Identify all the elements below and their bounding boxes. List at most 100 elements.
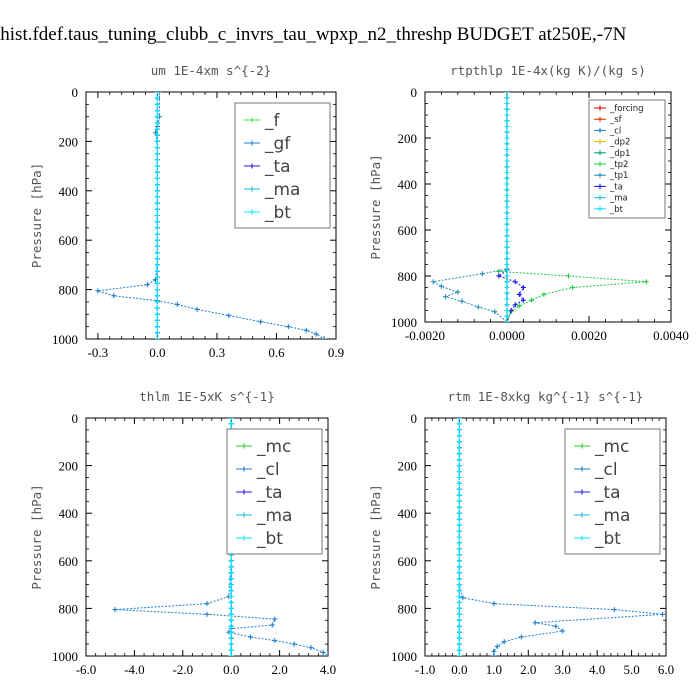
- series-point: [560, 628, 566, 634]
- legend-marker: [249, 209, 255, 215]
- series-point: [456, 439, 462, 445]
- series-point: [504, 221, 510, 227]
- x-tick-label: 0.0000: [489, 328, 525, 343]
- y-tick-label: 0: [72, 85, 79, 100]
- series-point: [566, 273, 571, 279]
- series-point: [194, 306, 200, 312]
- series-point: [456, 605, 462, 611]
- series-point: [456, 588, 462, 594]
- series-point: [504, 124, 510, 129]
- legend-entry: _gf: [244, 134, 291, 154]
- series-bt: [154, 92, 160, 339]
- series-point: [228, 629, 234, 635]
- plot-area: [95, 92, 327, 339]
- series-point: [456, 653, 462, 656]
- legend: _f _gf _ta _ma _bt: [234, 102, 331, 229]
- legend-entry: _ta: [594, 182, 623, 192]
- series-point: [504, 175, 510, 181]
- series-point: [512, 302, 518, 308]
- series-point: [504, 187, 510, 193]
- series-point: [154, 268, 160, 274]
- legend-marker: [597, 150, 603, 156]
- y-tick-label: 800: [59, 601, 79, 616]
- legend-label: _sf: [609, 115, 623, 125]
- series-point: [228, 605, 234, 611]
- series-point: [504, 135, 510, 141]
- series-point: [308, 645, 314, 651]
- legend-entry: _mc: [236, 437, 291, 457]
- legend-marker: [579, 489, 585, 495]
- series-bt: [456, 418, 462, 656]
- y-tick-label: 400: [59, 184, 79, 199]
- series-point: [611, 607, 617, 613]
- legend-entry: _dp2: [594, 138, 630, 148]
- series-point: [154, 206, 160, 212]
- series-point: [504, 313, 510, 319]
- series-point: [228, 570, 234, 576]
- y-tick-label: 600: [398, 554, 418, 569]
- legend-label: _dp1: [609, 149, 630, 159]
- series-point: [504, 296, 510, 302]
- x-tick-label: -4.0: [124, 662, 145, 677]
- series-point: [456, 534, 462, 540]
- series-point: [228, 653, 234, 656]
- x-tick-label: -0.3: [88, 345, 109, 360]
- x-tick-label: 2.0: [271, 662, 287, 677]
- x-tick-label: 0.0: [451, 662, 467, 677]
- x-tick-label: -0.0020: [405, 328, 445, 343]
- legend-entry: _cl: [574, 460, 618, 480]
- series-point: [154, 305, 160, 311]
- series-point: [520, 297, 526, 303]
- series-point: [504, 118, 510, 124]
- series-point: [504, 227, 510, 233]
- legend-marker: [241, 466, 247, 472]
- series-point: [154, 237, 160, 243]
- legend-marker: [597, 183, 603, 189]
- legend-entry: _ma: [594, 194, 628, 204]
- series-bt: [504, 92, 510, 322]
- panel-title: um 1E-4xm s^{-2}: [151, 63, 271, 78]
- series-point: [504, 204, 510, 210]
- series-point: [504, 285, 510, 290]
- plot-area: [430, 92, 649, 322]
- panel-1: um 1E-4xm s^{-2} Pressure [hPa] -0.3 0.0 0.3…: [29, 63, 344, 360]
- y-tick-label: 800: [398, 601, 418, 616]
- series-point: [504, 273, 510, 279]
- legend-label: _cl: [609, 126, 621, 136]
- legend-entry: _bt: [574, 529, 621, 549]
- series-point: [456, 623, 462, 629]
- legend-entry: _ma: [574, 506, 630, 526]
- series-point: [154, 324, 160, 330]
- series-point: [154, 120, 160, 126]
- series-point: [154, 262, 160, 268]
- series-point: [491, 653, 497, 656]
- series-point: [228, 594, 234, 599]
- series-point: [154, 108, 160, 114]
- series-point: [154, 138, 160, 144]
- series-point: [228, 641, 234, 647]
- series-point: [456, 457, 462, 463]
- series-point: [154, 243, 160, 249]
- series-point: [272, 638, 278, 644]
- series-point: [204, 611, 210, 617]
- panel-title: rtm 1E-8xkg kg^{-1} s^{-1}: [448, 389, 644, 404]
- plot-area: [456, 418, 666, 656]
- series-point: [313, 331, 319, 337]
- series-point: [504, 181, 510, 187]
- series-point: [303, 327, 309, 333]
- y-tick-label: 1000: [391, 315, 417, 330]
- series-point: [456, 641, 462, 647]
- series-point: [112, 607, 118, 613]
- series-point: [504, 129, 510, 135]
- series-point: [228, 421, 234, 427]
- series-point: [154, 132, 160, 138]
- series-point: [154, 145, 160, 151]
- legend-marker: [579, 512, 585, 518]
- legend-entry: _ma: [244, 180, 300, 200]
- series-point: [456, 564, 462, 570]
- series-point: [516, 303, 522, 309]
- series-point: [504, 170, 510, 175]
- legend-label: _ma: [609, 194, 628, 204]
- series-point: [518, 634, 524, 640]
